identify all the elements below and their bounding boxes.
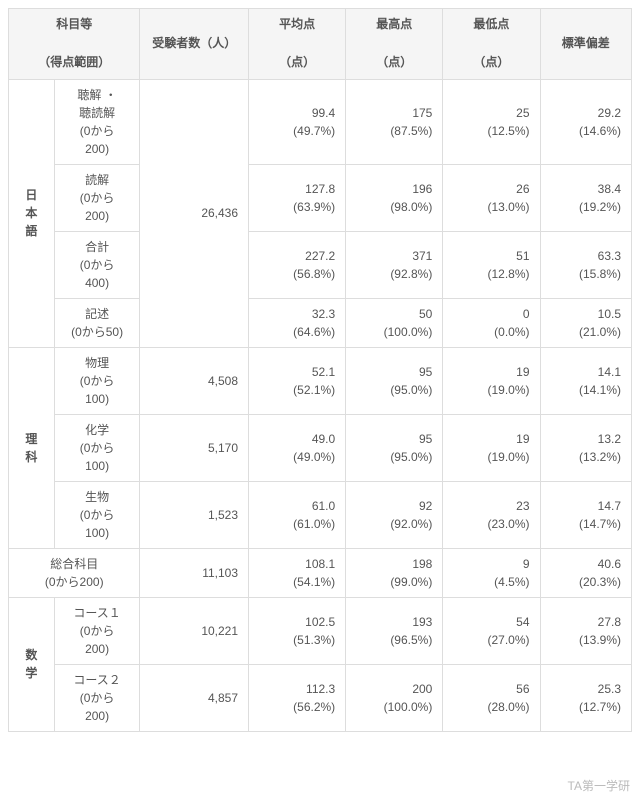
table-row: 理科 物理(0から100) 4,508 52.1(52.1%) 95(95.0%…	[9, 347, 632, 414]
examinees-cell: 26,436	[140, 79, 249, 347]
category-cell: 数学	[9, 597, 55, 731]
table-row: コース２(0から200) 4,857 112.3(56.2%) 200(100.…	[9, 664, 632, 731]
table-row: 化学(0から100) 5,170 49.0(49.0%) 95(95.0%) 1…	[9, 414, 632, 481]
sub-cell: 聴解 ・ 聴読解 (0から 200)	[54, 79, 140, 164]
table-row: 生物(0から100) 1,523 61.0(61.0%) 92(92.0%) 2…	[9, 481, 632, 548]
category-full-cell: 総合科目(0から200)	[9, 548, 140, 597]
col-max: 最高点（点）	[346, 9, 443, 80]
table-row: 日本語 聴解 ・ 聴読解 (0から 200) 26,436 99.4(49.7%…	[9, 79, 632, 164]
table-row: 読解 (0から 200) 127.8(63.9%) 196(98.0%) 26(…	[9, 164, 632, 231]
table-body: 日本語 聴解 ・ 聴読解 (0から 200) 26,436 99.4(49.7%…	[9, 79, 632, 731]
std-cell: 29.2(14.6%)	[540, 79, 632, 164]
score-statistics-table: 科目等 （得点範囲） 受験者数（人） 平均点（点） 最高点（点） 最低点（点） …	[8, 8, 632, 732]
col-avg: 平均点（点）	[249, 9, 346, 80]
col-min: 最低点（点）	[443, 9, 540, 80]
watermark-text: TA第一学研	[568, 777, 630, 794]
max-cell: 175(87.5%)	[346, 79, 443, 164]
col-std: 標準偏差	[540, 9, 632, 80]
table-row: 数学 コース１(0から200) 10,221 102.5(51.3%) 193(…	[9, 597, 632, 664]
table-header-row: 科目等 （得点範囲） 受験者数（人） 平均点（点） 最高点（点） 最低点（点） …	[9, 9, 632, 80]
sub-cell: 合計 (0から 400)	[54, 231, 140, 298]
category-cell: 理科	[9, 347, 55, 548]
sub-cell: 記述 (0から50)	[54, 298, 140, 347]
col-examinees: 受験者数（人）	[140, 9, 249, 80]
table-row: 合計 (0から 400) 227.2(56.8%) 371(92.8%) 51(…	[9, 231, 632, 298]
sub-cell: 読解 (0から 200)	[54, 164, 140, 231]
col-subject: 科目等 （得点範囲）	[9, 9, 140, 80]
category-cell: 日本語	[9, 79, 55, 347]
avg-cell: 99.4(49.7%)	[249, 79, 346, 164]
table-row: 記述 (0から50) 32.3(64.6%) 50(100.0%) 0(0.0%…	[9, 298, 632, 347]
table-row: 総合科目(0から200) 11,103 108.1(54.1%) 198(99.…	[9, 548, 632, 597]
min-cell: 25(12.5%)	[443, 79, 540, 164]
